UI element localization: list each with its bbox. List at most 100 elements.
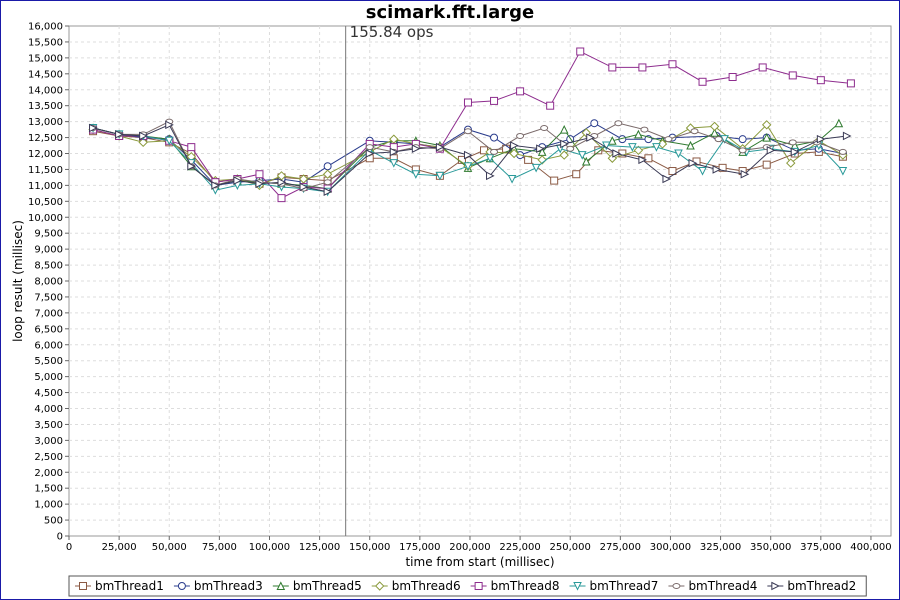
data-point (758, 63, 767, 72)
data-point (816, 76, 825, 85)
data-point (211, 181, 220, 190)
data-point (560, 139, 569, 149)
x-tick-label: 300,000 (650, 542, 691, 553)
data-point (614, 120, 623, 127)
data-point (834, 118, 844, 128)
data-point (686, 140, 695, 150)
data-point (842, 131, 852, 141)
data-point (710, 128, 719, 137)
y-tick-label: 12,500 (28, 133, 63, 144)
y-tick-label: 7,000 (34, 308, 63, 319)
series-layer (88, 47, 855, 203)
data-point (411, 170, 421, 179)
data-point (138, 137, 148, 148)
data-point (510, 141, 519, 150)
data-point (566, 145, 575, 152)
x-tick-label: 150,000 (349, 542, 390, 553)
data-point (612, 149, 621, 158)
y-tick-label: 3,500 (34, 420, 63, 431)
legend-item-bmThread2: bmThread2 (767, 579, 856, 593)
x-axis-label: time from start (millisec) (405, 555, 554, 569)
legend-marker (573, 582, 582, 591)
annotation: 155.84 ops (345, 23, 434, 536)
legend-item-bmThread6: bmThread6 (371, 579, 461, 593)
y-tick-label: 4,500 (34, 388, 63, 399)
y-tick-label: 11,000 (28, 181, 63, 192)
data-point (546, 101, 555, 110)
x-tick-label: 375,000 (800, 542, 841, 553)
data-point (577, 151, 587, 160)
data-point (662, 174, 672, 184)
data-point (688, 158, 698, 168)
y-tick-label: 2,000 (34, 468, 63, 479)
legend-label: bmThread6 (392, 579, 461, 593)
data-point (788, 139, 797, 146)
data-point (664, 136, 673, 143)
data-point (608, 63, 617, 72)
legend-item-bmThread4: bmThread4 (668, 579, 757, 593)
y-tick-label: 13,500 (28, 101, 63, 112)
y-tick-label: 8,500 (34, 261, 63, 272)
y-tick-label: 10,000 (28, 213, 63, 224)
y-axis-label: loop result (millisec) (11, 220, 25, 342)
data-point (668, 60, 677, 69)
y-tick-label: 10,500 (28, 197, 63, 208)
y-tick-label: 4,000 (34, 404, 63, 415)
legend-marker (672, 583, 681, 589)
x-tick-label: 175,000 (399, 542, 440, 553)
data-point (640, 126, 649, 133)
legend-label: bmThread3 (194, 579, 263, 593)
data-point (299, 182, 309, 192)
data-point (586, 133, 595, 142)
x-tick-label: 200,000 (449, 542, 490, 553)
data-point (766, 146, 776, 155)
data-point (846, 79, 855, 88)
data-point (674, 149, 683, 159)
data-point (608, 136, 617, 145)
data-point (718, 163, 727, 172)
data-point (323, 179, 332, 186)
data-point (276, 171, 287, 181)
data-point (139, 131, 148, 141)
series-bmThread2 (89, 120, 852, 197)
data-point (187, 161, 196, 171)
data-point (559, 150, 569, 160)
data-point (709, 121, 720, 132)
data-point (628, 143, 637, 152)
legend-label: bmThread1 (95, 579, 164, 593)
data-point (255, 179, 265, 189)
legend-label: bmThread8 (491, 579, 560, 593)
data-point (714, 136, 723, 143)
data-point (435, 142, 445, 152)
data-point (165, 120, 174, 130)
data-point (657, 139, 668, 149)
data-point (463, 162, 473, 171)
x-tick-label: 25,000 (102, 542, 137, 553)
y-tick-label: 12,000 (28, 149, 63, 160)
data-point (485, 154, 495, 163)
data-point (720, 135, 729, 144)
data-point (277, 194, 286, 203)
data-point (507, 175, 517, 184)
data-point (690, 128, 699, 135)
x-tick-label: 50,000 (152, 542, 187, 553)
data-point (255, 170, 264, 179)
legend-item-bmThread8: bmThread8 (470, 579, 560, 593)
y-tick-label: 15,500 (28, 37, 63, 48)
y-tick-label: 3,000 (34, 436, 63, 447)
data-point (323, 162, 332, 171)
data-point (590, 119, 599, 128)
data-point (365, 144, 374, 151)
x-tick-label: 225,000 (499, 542, 540, 553)
data-point (550, 176, 559, 185)
data-point (463, 98, 472, 107)
legend-marker (771, 581, 780, 591)
legend-label: bmThread7 (590, 579, 659, 593)
x-tick-label: 125,000 (299, 542, 340, 553)
data-point (740, 169, 750, 179)
data-point (164, 136, 174, 146)
y-tick-label: 11,500 (28, 165, 63, 176)
x-tick-label: 100,000 (249, 542, 290, 553)
data-point (516, 132, 525, 139)
data-point (762, 160, 771, 169)
